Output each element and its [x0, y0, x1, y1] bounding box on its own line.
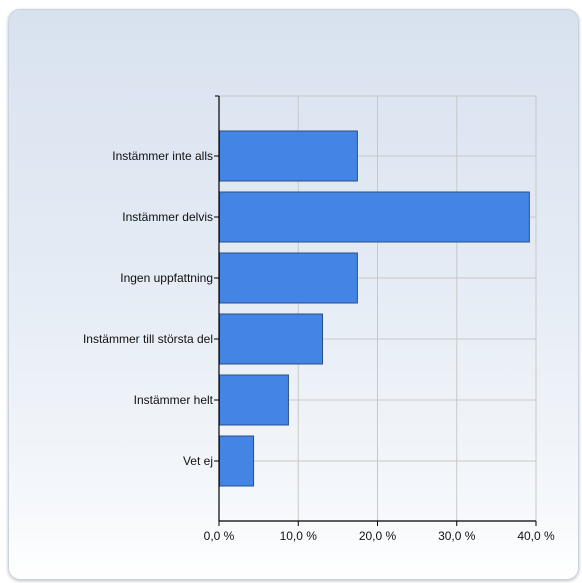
- bar-3: [219, 313, 324, 365]
- category-label-1: Instämmer delvis: [122, 210, 213, 224]
- x-axis-ticks: 0,0 % 10,0 % 20,0 % 30,0 % 40,0 %: [204, 521, 555, 543]
- x-tick-label-4: 40,0 %: [517, 529, 555, 543]
- bars: [219, 130, 530, 487]
- category-label-5: Vet ej: [183, 454, 213, 468]
- category-label-0: Instämmer inte alls: [112, 149, 213, 163]
- x-tick-label-2: 20,0 %: [359, 529, 397, 543]
- category-label-2: Ingen uppfattning: [120, 271, 213, 285]
- bar-2: [219, 252, 358, 304]
- x-tick-label-0: 0,0 %: [204, 529, 235, 543]
- bar-5: [219, 435, 255, 487]
- x-tick-label-3: 30,0 %: [438, 529, 476, 543]
- category-label-4: Instämmer helt: [134, 393, 214, 407]
- bar-1: [219, 191, 530, 243]
- bar-4: [219, 374, 289, 426]
- category-label-3: Instämmer till största del: [83, 332, 213, 346]
- x-tick-label-1: 10,0 %: [280, 529, 318, 543]
- bar-0: [219, 130, 358, 182]
- y-axis-categories: Instämmer inte alls Instämmer delvis Ingen…: [83, 149, 214, 468]
